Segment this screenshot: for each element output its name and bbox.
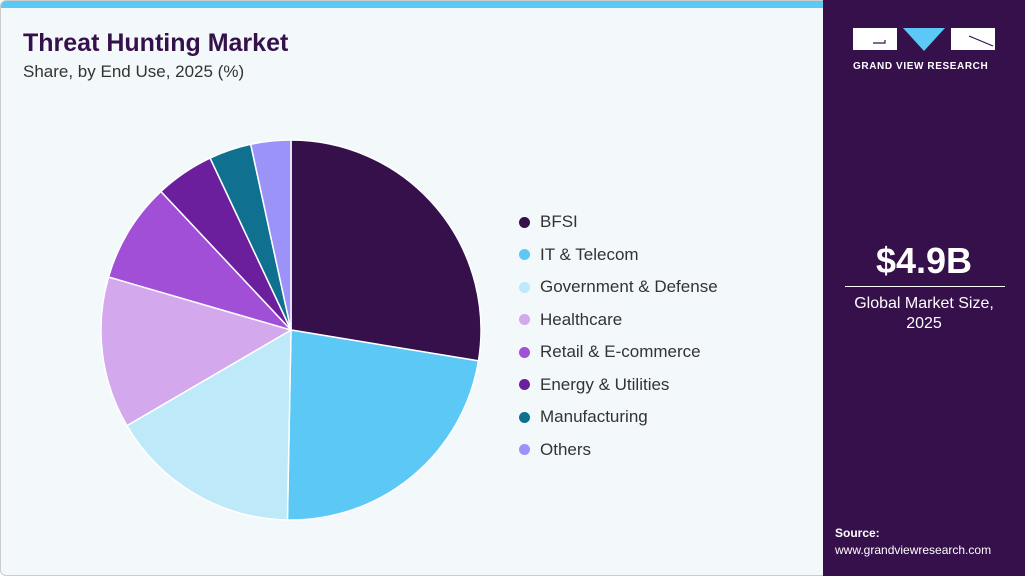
legend-item: Retail & E-commerce (519, 336, 718, 369)
legend-item: Energy & Utilities (519, 369, 718, 402)
chart-subtitle: Share, by End Use, 2025 (%) (23, 62, 245, 81)
pie-slice-others (249, 139, 292, 331)
legend-marker (519, 249, 530, 261)
market-size-caption: Global Market Size, 2025 (823, 294, 1025, 334)
legend-marker (519, 216, 530, 228)
chart-title: Threat Hunting Market (23, 29, 289, 57)
logo-text: GRAND VIEW RESEARCH (853, 61, 989, 72)
legend-item: IT & Telecom (519, 239, 718, 272)
pie-chart (100, 139, 482, 521)
legend-marker (519, 281, 530, 293)
legend-marker (519, 346, 530, 358)
legend: BFSI IT & Telecom Government & Defense Heal… (519, 206, 718, 466)
legend-label: Government & Defense (540, 277, 718, 297)
legend-label: BFSI (540, 212, 578, 232)
accent-bar (1, 1, 824, 8)
legend-item: Others (519, 434, 718, 467)
legend-item: Healthcare (519, 304, 718, 337)
pie-slice-bfsi (290, 139, 482, 362)
market-size-value: $4.9B (875, 240, 973, 281)
legend-label: IT & Telecom (540, 244, 639, 264)
legend-marker (519, 411, 530, 423)
legend-item: Manufacturing (519, 401, 718, 434)
pie-slice-retail-e-commerce (107, 190, 294, 332)
source-label: Source: (835, 526, 880, 540)
source-url[interactable]: www.grandviewresearch.com (835, 543, 992, 557)
pie-slice-it-telecom (286, 329, 480, 521)
grand-view-research-logo (853, 28, 995, 51)
legend-label: Retail & E-commerce (540, 342, 701, 362)
legend-marker (519, 314, 530, 326)
legend-item: BFSI (519, 206, 718, 239)
legend-label: Manufacturing (540, 407, 648, 427)
legend-marker (519, 379, 530, 391)
legend-marker (519, 444, 530, 456)
legend-label: Others (540, 439, 592, 459)
legend-label: Healthcare (540, 309, 623, 329)
pie-slice-government-defense (125, 328, 292, 521)
caption-line-2: 2025 (906, 315, 942, 332)
sidebar: GRAND VIEW RESEARCH $4.9B Global Market … (823, 0, 1025, 576)
pie-slice-healthcare (100, 276, 293, 427)
caption-line-1: Global Market Size, (854, 295, 994, 312)
divider (845, 286, 1005, 287)
legend-label: Energy & Utilities (540, 374, 670, 394)
legend-item: Government & Defense (519, 271, 718, 304)
